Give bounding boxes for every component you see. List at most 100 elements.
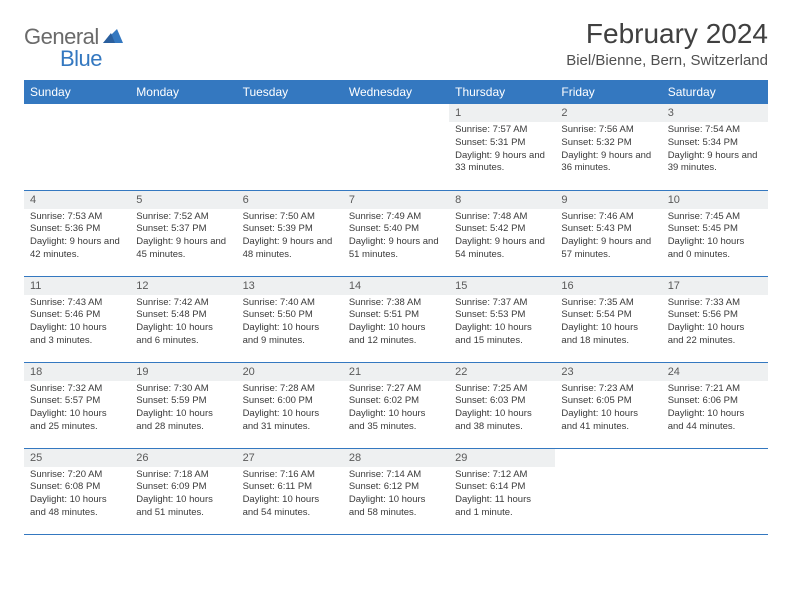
day-number: 3: [662, 104, 768, 122]
daylight-text: Daylight: 10 hours and 48 minutes.: [30, 494, 124, 520]
day-detail: Sunrise: 7:18 AMSunset: 6:09 PMDaylight:…: [130, 467, 236, 524]
day-number: 8: [449, 191, 555, 209]
daylight-text: Daylight: 9 hours and 42 minutes.: [30, 236, 124, 262]
empty-cell: [343, 104, 449, 190]
sunset-text: Sunset: 5:45 PM: [668, 223, 762, 236]
sunrise-text: Sunrise: 7:38 AM: [349, 297, 443, 310]
sunrise-text: Sunrise: 7:16 AM: [243, 469, 337, 482]
day-cell: 28Sunrise: 7:14 AMSunset: 6:12 PMDayligh…: [343, 448, 449, 534]
sunset-text: Sunset: 5:54 PM: [561, 309, 655, 322]
sunrise-text: Sunrise: 7:56 AM: [561, 124, 655, 137]
day-detail: Sunrise: 7:50 AMSunset: 5:39 PMDaylight:…: [237, 209, 343, 266]
sunrise-text: Sunrise: 7:57 AM: [455, 124, 549, 137]
sunrise-text: Sunrise: 7:28 AM: [243, 383, 337, 396]
day-detail: Sunrise: 7:48 AMSunset: 5:42 PMDaylight:…: [449, 209, 555, 266]
calendar-body: 1Sunrise: 7:57 AMSunset: 5:31 PMDaylight…: [24, 104, 768, 534]
empty-cell: [130, 104, 236, 190]
sunset-text: Sunset: 6:11 PM: [243, 481, 337, 494]
day-cell: 27Sunrise: 7:16 AMSunset: 6:11 PMDayligh…: [237, 448, 343, 534]
day-cell: 2Sunrise: 7:56 AMSunset: 5:32 PMDaylight…: [555, 104, 661, 190]
daylight-text: Daylight: 10 hours and 25 minutes.: [30, 408, 124, 434]
day-cell: 18Sunrise: 7:32 AMSunset: 5:57 PMDayligh…: [24, 362, 130, 448]
day-cell: 4Sunrise: 7:53 AMSunset: 5:36 PMDaylight…: [24, 190, 130, 276]
day-detail: Sunrise: 7:23 AMSunset: 6:05 PMDaylight:…: [555, 381, 661, 438]
day-detail: Sunrise: 7:35 AMSunset: 5:54 PMDaylight:…: [555, 295, 661, 352]
sunrise-text: Sunrise: 7:40 AM: [243, 297, 337, 310]
day-detail: Sunrise: 7:12 AMSunset: 6:14 PMDaylight:…: [449, 467, 555, 524]
sunset-text: Sunset: 5:43 PM: [561, 223, 655, 236]
sunset-text: Sunset: 6:14 PM: [455, 481, 549, 494]
day-cell: 21Sunrise: 7:27 AMSunset: 6:02 PMDayligh…: [343, 362, 449, 448]
sunset-text: Sunset: 5:57 PM: [30, 395, 124, 408]
title-block: February 2024 Biel/Bienne, Bern, Switzer…: [566, 18, 768, 69]
day-number: 4: [24, 191, 130, 209]
sunset-text: Sunset: 5:42 PM: [455, 223, 549, 236]
daylight-text: Daylight: 10 hours and 44 minutes.: [668, 408, 762, 434]
sunrise-text: Sunrise: 7:23 AM: [561, 383, 655, 396]
daylight-text: Daylight: 9 hours and 48 minutes.: [243, 236, 337, 262]
sunrise-text: Sunrise: 7:35 AM: [561, 297, 655, 310]
day-number: 13: [237, 277, 343, 295]
daylight-text: Daylight: 9 hours and 33 minutes.: [455, 150, 549, 176]
day-number: 15: [449, 277, 555, 295]
day-detail: Sunrise: 7:46 AMSunset: 5:43 PMDaylight:…: [555, 209, 661, 266]
day-cell: 19Sunrise: 7:30 AMSunset: 5:59 PMDayligh…: [130, 362, 236, 448]
sunset-text: Sunset: 6:06 PM: [668, 395, 762, 408]
calendar-table: SundayMondayTuesdayWednesdayThursdayFrid…: [24, 80, 768, 535]
day-detail: Sunrise: 7:40 AMSunset: 5:50 PMDaylight:…: [237, 295, 343, 352]
sunset-text: Sunset: 5:59 PM: [136, 395, 230, 408]
sunrise-text: Sunrise: 7:25 AM: [455, 383, 549, 396]
empty-cell: [555, 448, 661, 534]
daylight-text: Daylight: 10 hours and 31 minutes.: [243, 408, 337, 434]
daylight-text: Daylight: 9 hours and 45 minutes.: [136, 236, 230, 262]
sunset-text: Sunset: 6:09 PM: [136, 481, 230, 494]
day-detail: Sunrise: 7:33 AMSunset: 5:56 PMDaylight:…: [662, 295, 768, 352]
sunset-text: Sunset: 5:40 PM: [349, 223, 443, 236]
daylight-text: Daylight: 9 hours and 54 minutes.: [455, 236, 549, 262]
daylight-text: Daylight: 9 hours and 57 minutes.: [561, 236, 655, 262]
sunrise-text: Sunrise: 7:30 AM: [136, 383, 230, 396]
location-subtitle: Biel/Bienne, Bern, Switzerland: [566, 52, 768, 69]
day-number: 11: [24, 277, 130, 295]
sunrise-text: Sunrise: 7:46 AM: [561, 211, 655, 224]
day-cell: 23Sunrise: 7:23 AMSunset: 6:05 PMDayligh…: [555, 362, 661, 448]
day-detail: Sunrise: 7:20 AMSunset: 6:08 PMDaylight:…: [24, 467, 130, 524]
day-detail: Sunrise: 7:32 AMSunset: 5:57 PMDaylight:…: [24, 381, 130, 438]
sunset-text: Sunset: 6:08 PM: [30, 481, 124, 494]
sunrise-text: Sunrise: 7:45 AM: [668, 211, 762, 224]
day-cell: 13Sunrise: 7:40 AMSunset: 5:50 PMDayligh…: [237, 276, 343, 362]
day-number: 18: [24, 363, 130, 381]
day-number: 25: [24, 449, 130, 467]
daylight-text: Daylight: 10 hours and 15 minutes.: [455, 322, 549, 348]
day-detail: Sunrise: 7:56 AMSunset: 5:32 PMDaylight:…: [555, 122, 661, 179]
day-number: 26: [130, 449, 236, 467]
day-detail: Sunrise: 7:21 AMSunset: 6:06 PMDaylight:…: [662, 381, 768, 438]
day-number: 17: [662, 277, 768, 295]
empty-cell: [24, 104, 130, 190]
day-detail: Sunrise: 7:16 AMSunset: 6:11 PMDaylight:…: [237, 467, 343, 524]
day-cell: 17Sunrise: 7:33 AMSunset: 5:56 PMDayligh…: [662, 276, 768, 362]
daylight-text: Daylight: 10 hours and 18 minutes.: [561, 322, 655, 348]
day-detail: Sunrise: 7:38 AMSunset: 5:51 PMDaylight:…: [343, 295, 449, 352]
sunset-text: Sunset: 5:39 PM: [243, 223, 337, 236]
day-cell: 11Sunrise: 7:43 AMSunset: 5:46 PMDayligh…: [24, 276, 130, 362]
month-title: February 2024: [566, 18, 768, 50]
sunset-text: Sunset: 5:48 PM: [136, 309, 230, 322]
day-cell: 10Sunrise: 7:45 AMSunset: 5:45 PMDayligh…: [662, 190, 768, 276]
day-number: 27: [237, 449, 343, 467]
sunrise-text: Sunrise: 7:33 AM: [668, 297, 762, 310]
daylight-text: Daylight: 10 hours and 0 minutes.: [668, 236, 762, 262]
day-cell: 8Sunrise: 7:48 AMSunset: 5:42 PMDaylight…: [449, 190, 555, 276]
day-cell: 16Sunrise: 7:35 AMSunset: 5:54 PMDayligh…: [555, 276, 661, 362]
day-cell: 9Sunrise: 7:46 AMSunset: 5:43 PMDaylight…: [555, 190, 661, 276]
day-cell: 12Sunrise: 7:42 AMSunset: 5:48 PMDayligh…: [130, 276, 236, 362]
daylight-text: Daylight: 10 hours and 9 minutes.: [243, 322, 337, 348]
sunrise-text: Sunrise: 7:49 AM: [349, 211, 443, 224]
day-number: 12: [130, 277, 236, 295]
sunrise-text: Sunrise: 7:14 AM: [349, 469, 443, 482]
sunrise-text: Sunrise: 7:50 AM: [243, 211, 337, 224]
weekday-header-row: SundayMondayTuesdayWednesdayThursdayFrid…: [24, 80, 768, 104]
sunset-text: Sunset: 6:00 PM: [243, 395, 337, 408]
daylight-text: Daylight: 10 hours and 54 minutes.: [243, 494, 337, 520]
sunset-text: Sunset: 5:53 PM: [455, 309, 549, 322]
